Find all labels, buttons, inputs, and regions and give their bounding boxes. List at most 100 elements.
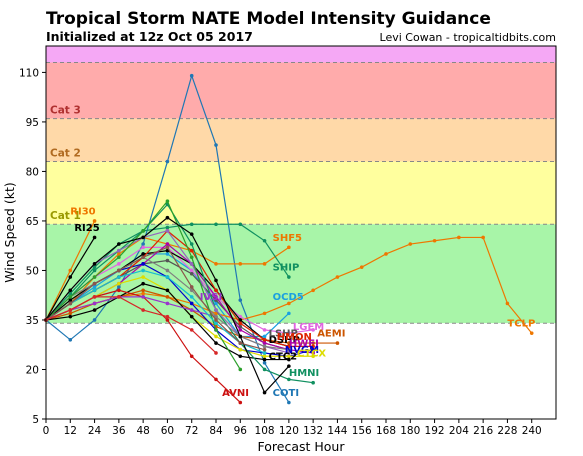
- series-point-unlabeled-23: [238, 334, 243, 339]
- series-point-hwfi: [214, 295, 218, 299]
- series-point-unlabeled-22: [165, 275, 170, 279]
- series-point-tclp: [529, 331, 534, 335]
- x-tick-label: 240: [522, 425, 542, 437]
- x-tick-label: 60: [161, 425, 174, 437]
- series-point-unlabeled-25: [92, 295, 97, 299]
- y-axis-label: Wind Speed (kt): [2, 182, 17, 282]
- series-point-unlabeled-20: [189, 288, 194, 293]
- series-point-ctcx: [311, 354, 315, 359]
- series-point-avni: [214, 377, 218, 382]
- series-point-coti: [92, 318, 97, 322]
- band-zone-5: [46, 323, 556, 419]
- series-label-dshp: DSHP: [269, 335, 300, 346]
- x-tick-label: 12: [64, 425, 77, 437]
- series-point-ivsi: [189, 308, 194, 312]
- series-point-unlabeled-23: [189, 232, 194, 236]
- series-point-unlabeled-25: [141, 308, 145, 312]
- series-point-ctc2: [262, 357, 267, 362]
- series-point-unlabeled-21: [141, 229, 145, 233]
- y-tick-label: 110: [19, 67, 39, 79]
- series-point-lgem: [141, 245, 145, 250]
- series-point-avni: [117, 288, 121, 293]
- series-point-unlabeled-20: [214, 314, 218, 319]
- series-point-unlabeled-25: [68, 308, 73, 312]
- series-lines: [44, 73, 534, 405]
- series-point-unlabeled-24: [238, 341, 243, 345]
- series-point-tclp: [384, 252, 388, 256]
- x-tick-label: 120: [279, 425, 299, 437]
- series-point-nvgm: [311, 347, 315, 352]
- series-point-lgem: [311, 328, 315, 332]
- series-point-dshp: [238, 318, 243, 322]
- series-point-unlabeled-22: [117, 275, 121, 279]
- series-point-ivsi: [165, 301, 170, 306]
- x-tick-label: 96: [234, 425, 248, 437]
- series-point-unlabeled-23: [214, 278, 218, 283]
- series-point-lgem: [262, 328, 267, 332]
- series-point-hmon: [262, 337, 267, 342]
- series-label-lshp: LSHP: [269, 328, 298, 339]
- series-point-dshp: [68, 298, 73, 302]
- series-label-tclp: TCLP: [507, 319, 535, 330]
- band-label-cat-3: Cat 3: [50, 105, 81, 117]
- series-label-coti: COTI: [273, 388, 299, 399]
- chart-title: Tropical Storm NATE Model Intensity Guid…: [46, 9, 491, 29]
- x-tick-label: 216: [473, 425, 493, 437]
- series-label-ocd5: OCD5: [273, 292, 304, 303]
- series-point-coti: [141, 242, 145, 246]
- series-point-tclp: [505, 301, 510, 306]
- series-point-ivsi: [92, 301, 97, 306]
- series-point-hwfi: [238, 328, 243, 332]
- band-cat-1: [46, 161, 556, 225]
- series-point-lshp: [165, 258, 170, 263]
- series-point-coti: [165, 159, 170, 164]
- series-point-shf5: [287, 245, 291, 250]
- series-point-shf5: [262, 262, 267, 266]
- series-point-aemi: [311, 341, 315, 345]
- chart-subtitle: Initialized at 12z Oct 05 2017: [46, 29, 253, 44]
- series-label-hmni: HMNI: [289, 368, 319, 379]
- y-tick-label: 5: [32, 414, 39, 426]
- series-label-ivsi: IVSI: [200, 292, 222, 303]
- series-point-unlabeled-21: [165, 199, 170, 203]
- series-label-hmon: HMON: [277, 332, 312, 343]
- series-point-lgem: [238, 314, 243, 319]
- series-point-ctc2: [92, 308, 97, 312]
- series-point-lshp: [189, 271, 194, 276]
- series-point-ctc2: [287, 357, 291, 362]
- series-point-aemi: [335, 341, 340, 345]
- series-label-lgem: LGEM: [293, 322, 324, 333]
- series-point-lgem: [189, 268, 194, 273]
- series-point-unlabeled-21: [214, 328, 218, 332]
- series-point-avni: [165, 318, 170, 322]
- series-label-hwfi: HWFI: [289, 338, 319, 349]
- series-point-unlabeled-19: [189, 262, 194, 266]
- series-point-hmon: [214, 288, 218, 293]
- series-point-nvgm: [141, 262, 145, 266]
- y-tick-label: 95: [26, 117, 39, 129]
- series-point-coti: [214, 143, 218, 147]
- series-point-ship: [287, 275, 291, 279]
- series-point-unlabeled-24: [262, 347, 267, 352]
- series-point-ctc2: [141, 281, 145, 286]
- series-point-unlabeled-24: [141, 255, 145, 260]
- series-point-unlabeled-19: [287, 351, 291, 355]
- series-point-ctcx: [214, 334, 218, 339]
- x-tick-label: 156: [352, 425, 372, 437]
- series-point-ship: [238, 222, 243, 227]
- series-point-unlabeled-22: [189, 295, 194, 299]
- x-tick-label: 84: [209, 425, 223, 437]
- series-point-unlabeled-21: [68, 295, 73, 299]
- plot-frame: [45, 45, 557, 420]
- series-point-ri30: [92, 219, 97, 223]
- series-point-tclp: [141, 291, 145, 296]
- series-point-ri30: [68, 268, 73, 273]
- series-point-unlabeled-25: [165, 314, 170, 319]
- series-point-lgem: [117, 262, 121, 266]
- y-tick-label: 20: [26, 364, 39, 376]
- y-tick-label: 35: [26, 315, 39, 327]
- series-point-tclp: [457, 235, 461, 240]
- series-point-ship: [68, 291, 73, 296]
